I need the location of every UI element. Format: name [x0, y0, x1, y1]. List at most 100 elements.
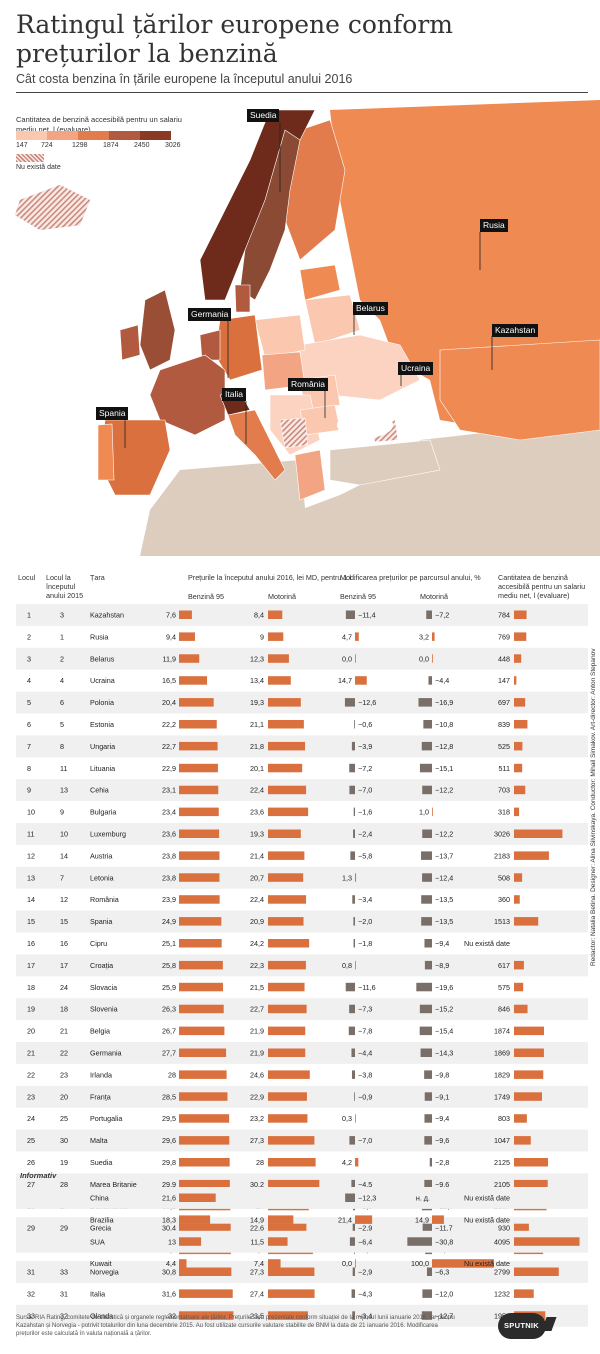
bar-amount [514, 1026, 544, 1036]
legend-title: Cantitatea de benzină accesibilă pentru … [16, 115, 182, 134]
row-band [16, 823, 588, 845]
cell-change-diesel: −7,2 [435, 610, 449, 619]
bar-change-diesel [422, 873, 432, 882]
cell-change-diesel: 1,0 [419, 808, 429, 817]
cell-rank-2015: 17 [60, 961, 68, 970]
north-africa-land [140, 460, 310, 556]
map-label: Ucraina [398, 362, 434, 375]
bar-change-petrol [355, 676, 367, 685]
cell-rank: 25 [27, 1136, 35, 1145]
bar-change-petrol [350, 851, 355, 860]
cell-change-petrol: −7,3 [358, 1005, 372, 1014]
informativ-label: Informativ [20, 1171, 57, 1180]
cell-change-petrol: −4,3 [358, 1289, 372, 1298]
bar-change-petrol [349, 1136, 355, 1145]
cell-country: Cipru [90, 939, 107, 948]
bar-petrol [179, 829, 220, 838]
bar-diesel [268, 1311, 308, 1320]
bar-petrol [179, 1136, 230, 1145]
bar-amount [514, 785, 526, 795]
bar-amount [514, 1070, 544, 1079]
cell-rank-2015: 21 [60, 1027, 68, 1036]
bar-change-petrol [355, 654, 356, 663]
cell-change-diesel: −9,4 [435, 1114, 449, 1123]
cell-amount: 147 [498, 676, 510, 685]
bar-diesel [268, 698, 301, 707]
cell-diesel: 22,3 [250, 961, 264, 970]
bar-change-petrol [345, 610, 355, 619]
bar-diesel [268, 1223, 307, 1233]
bar-change-petrol [349, 1237, 355, 1246]
cell-diesel: 19,3 [250, 698, 264, 707]
cell-rank-2015: 24 [60, 983, 68, 992]
bar-diesel [268, 1092, 307, 1101]
bar-amount [514, 720, 528, 729]
bar-amount [514, 851, 549, 860]
cell-rank: 33 [27, 1311, 35, 1320]
bar-change-diesel [420, 1048, 432, 1057]
bar-amount [514, 1048, 544, 1057]
cell-petrol: 23,6 [162, 829, 176, 838]
bar-petrol [179, 1004, 224, 1014]
bar-change-diesel [426, 1267, 432, 1276]
cell-country: Luxemburg [90, 829, 126, 838]
cell-country: Brazilia [90, 1215, 114, 1224]
bar-petrol [179, 895, 220, 904]
cell-petrol: 30,8 [162, 1267, 176, 1276]
cell-rank-2015: 12 [60, 895, 68, 904]
cell-rank: 20 [27, 1027, 35, 1036]
cell-change-petrol: 0,0 [342, 654, 352, 663]
cell-amount: 508 [498, 873, 510, 882]
cell-change-petrol: −3,4 [358, 895, 372, 904]
cell-amount: 3026 [494, 829, 510, 838]
cell-amount: 2183 [494, 851, 510, 860]
map-region-polonia [254, 314, 306, 359]
cell-change-petrol: 0,0 [342, 1259, 352, 1268]
cell-amount: 2105 [494, 1180, 510, 1189]
map-region-irlanda [119, 324, 141, 361]
cell-change-petrol: −12,3 [358, 1193, 376, 1202]
bar-change-diesel [421, 895, 432, 904]
cell-rank: 8 [27, 764, 31, 773]
bar-change-diesel [421, 741, 432, 751]
bar-petrol [179, 1070, 227, 1079]
cell-petrol: 24,9 [162, 917, 176, 926]
bar-change-petrol [345, 982, 355, 992]
cell-change-diesel: −12,2 [435, 786, 453, 795]
cell-change-diesel: 100,0 [411, 1259, 429, 1268]
cell-country: Ucraina [90, 676, 115, 685]
cell-petrol: 11,9 [163, 654, 176, 663]
bar-diesel [268, 763, 303, 773]
header-petrol: Benzină 95 [188, 592, 224, 601]
cell-change-diesel: 0,0 [419, 654, 429, 663]
cell-petrol: 22,9 [162, 764, 176, 773]
cell-change-diesel: −15,4 [435, 1027, 453, 1036]
cell-diesel: 7,4 [254, 1259, 264, 1268]
bar-diesel [268, 1070, 310, 1079]
bar-diesel [268, 1267, 315, 1276]
cell-country: Belgia [90, 1027, 110, 1036]
cell-change-petrol: −4,4 [358, 1048, 372, 1057]
cell-rank-2015: 25 [60, 1114, 68, 1123]
cell-rank: 17 [27, 961, 35, 970]
bar-diesel [268, 895, 307, 904]
cell-amount: 839 [498, 720, 510, 729]
bar-amount [514, 1136, 531, 1145]
bar-change-diesel [432, 1215, 444, 1224]
bar-diesel [268, 1026, 306, 1036]
map-label: Kazahstan [492, 324, 539, 337]
cell-rank-2015: 5 [60, 720, 64, 729]
cell-petrol: 4,4 [166, 1259, 176, 1268]
cell-amount: Nu există date [464, 939, 510, 948]
cell-change-diesel: −9,8 [435, 1070, 449, 1079]
cell-amount: 703 [498, 786, 510, 795]
bar-amount [514, 610, 527, 619]
bar-petrol [179, 1311, 234, 1320]
bar-change-petrol [355, 960, 356, 970]
cell-diesel: 21,5 [250, 983, 264, 992]
cell-diesel: 22,6 [250, 1224, 264, 1233]
bar-change-petrol [351, 1179, 355, 1189]
cell-change-diesel: −9,6 [435, 1180, 449, 1189]
cell-change-petrol: −1,6 [358, 808, 372, 817]
cell-change-petrol: −0,6 [358, 720, 372, 729]
